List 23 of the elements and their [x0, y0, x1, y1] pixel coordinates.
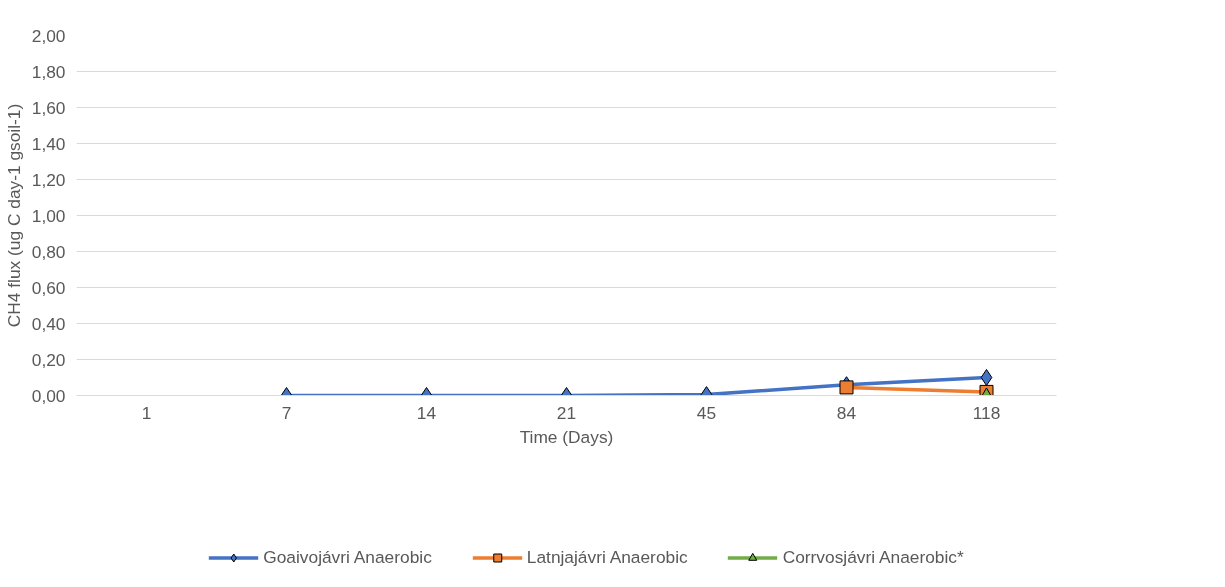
- y-tick-label: 0,00: [31, 385, 66, 406]
- y-tick-label: 0,40: [31, 313, 66, 334]
- y-tick-label: 2,00: [31, 25, 66, 46]
- x-tick-label: 1: [141, 402, 152, 423]
- y-axis-title: CH4 flux (ug C day-1 gsoil-1): [3, 103, 24, 328]
- y-tick-label: 1,60: [31, 97, 66, 118]
- y-tick-label: 1,40: [31, 133, 66, 154]
- x-tick-label: 14: [416, 402, 437, 423]
- y-tick-label: 1,20: [31, 169, 66, 190]
- x-axis-title: Time (Days): [519, 426, 614, 447]
- legend-label: Latnjajávri Anaerobic: [526, 546, 688, 568]
- y-tick-label: 0,60: [31, 277, 66, 298]
- x-tick-label: 84: [836, 402, 857, 423]
- y-tick-label: 0,20: [31, 349, 66, 370]
- y-tick-label: 1,80: [31, 61, 66, 82]
- x-tick-label: 21: [556, 402, 577, 423]
- legend-label: Corrvosjávri Anaerobic*: [782, 546, 964, 568]
- legend-label: Goaivojávri Anaerobic: [263, 546, 432, 568]
- y-tick-label: 0,80: [31, 241, 66, 262]
- y-tick-label: 1,00: [31, 205, 66, 226]
- x-tick-label: 118: [972, 402, 1001, 423]
- x-tick-label: 45: [696, 402, 717, 423]
- x-tick-label: 7: [281, 402, 292, 423]
